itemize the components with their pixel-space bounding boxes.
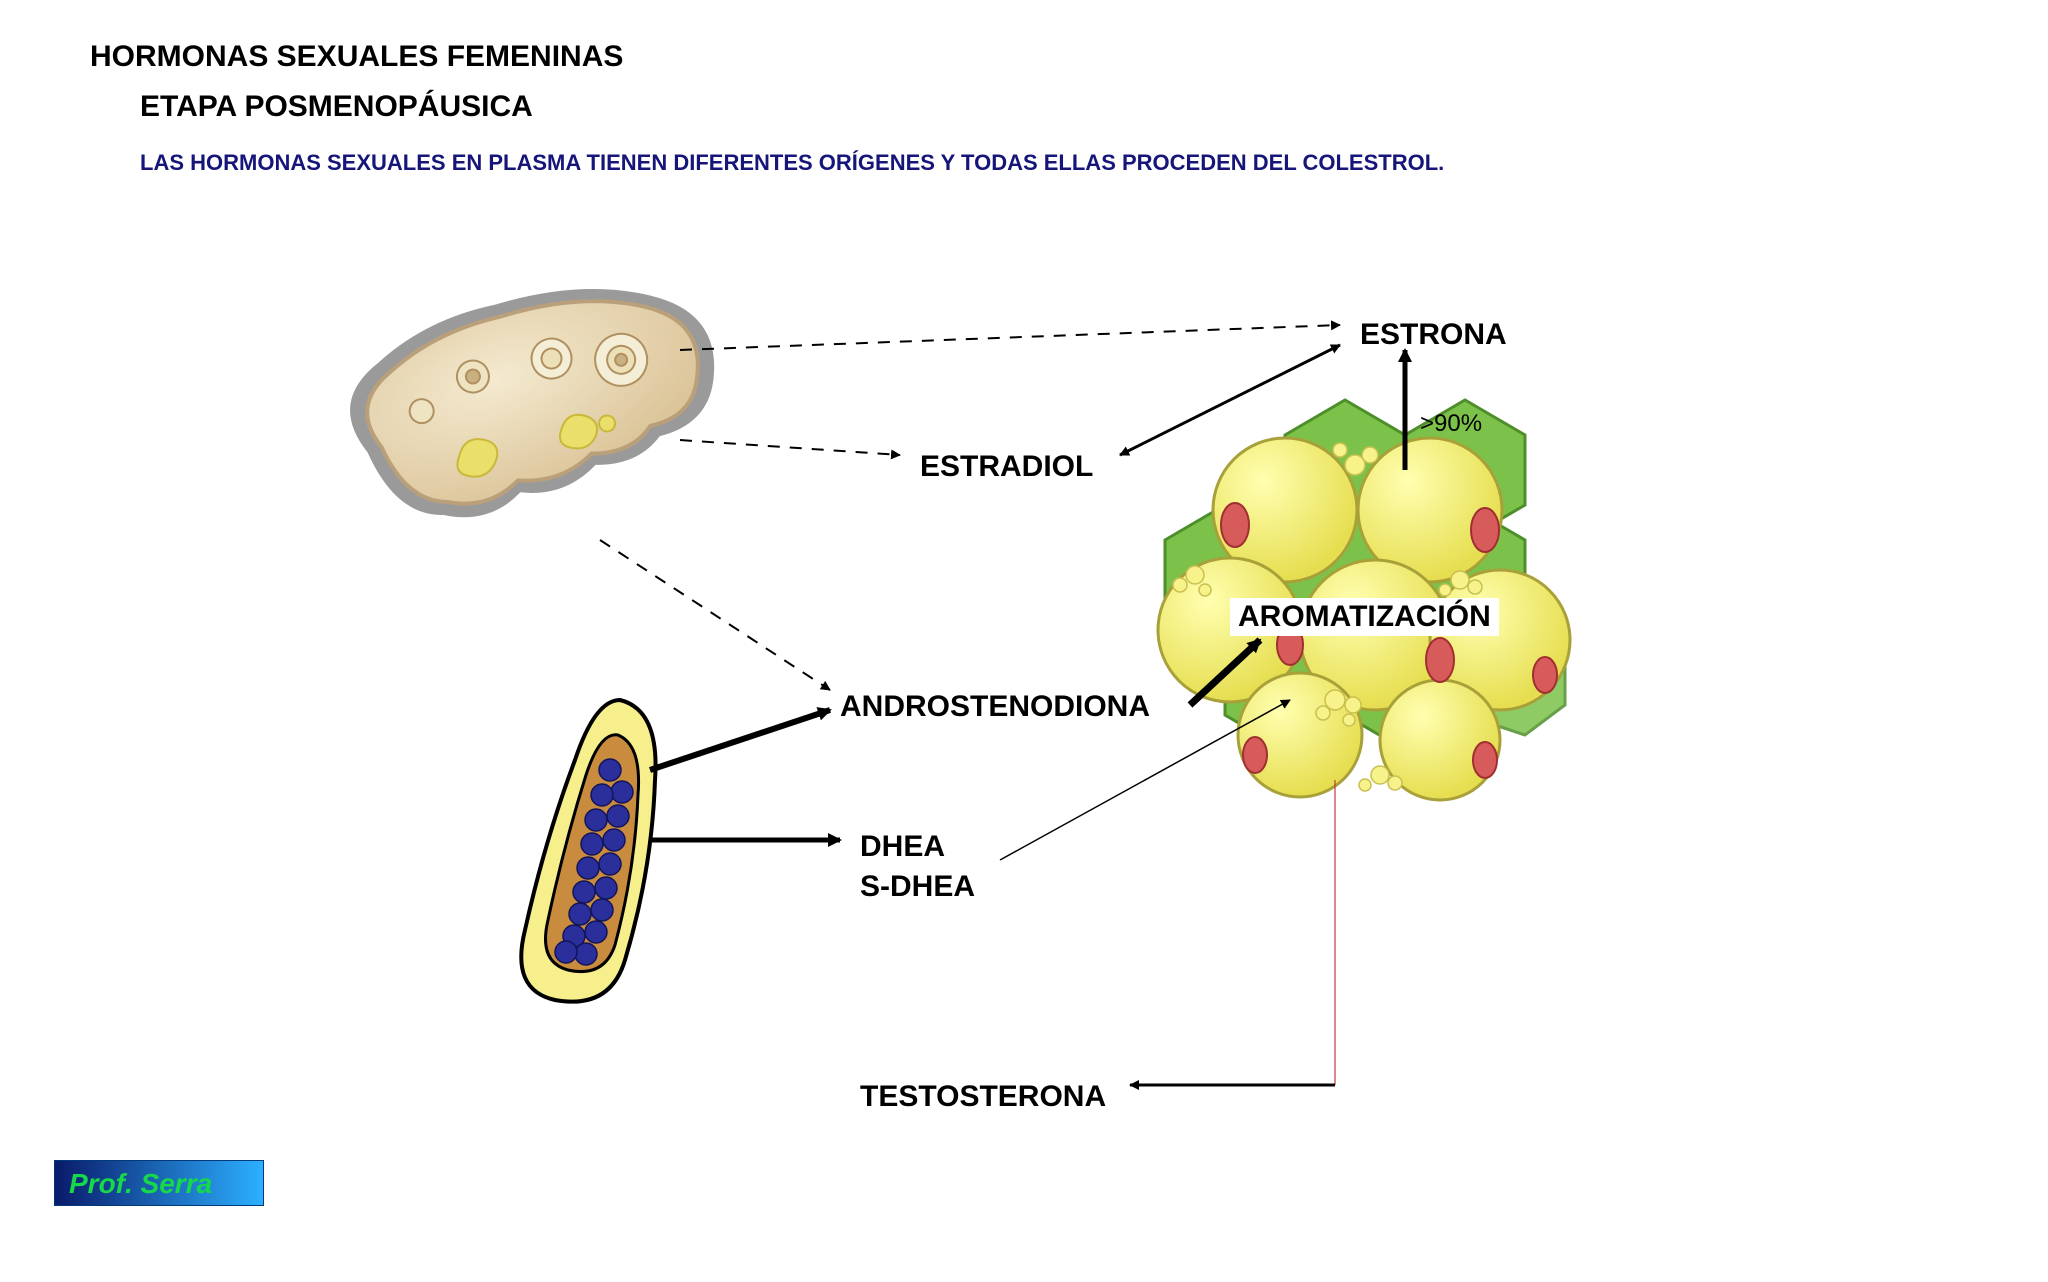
author-badge: Prof. Serra [54, 1160, 264, 1206]
label-dhea: DHEA [860, 830, 945, 864]
label-estradiol: ESTRADIOL [920, 450, 1093, 484]
page-title-1: HORMONAS SEXUALES FEMENINAS [90, 40, 623, 74]
label-testosterona: TESTOSTERONA [860, 1080, 1106, 1114]
label-androstenodiona: ANDROSTENODIONA [840, 690, 1150, 724]
page-title-2: ETAPA POSMENOPÁUSICA [140, 90, 533, 124]
page-subtitle: LAS HORMONAS SEXUALES EN PLASMA TIENEN D… [140, 150, 1444, 176]
ovary-icon [329, 237, 740, 548]
label-percent: >90% [1420, 410, 1482, 438]
adrenal-gland-icon [521, 700, 655, 1002]
label-sdhea: S-DHEA [860, 870, 975, 904]
label-aromatizacion: AROMATIZACIÓN [1230, 598, 1499, 636]
label-estrona: ESTRONA [1360, 318, 1507, 352]
